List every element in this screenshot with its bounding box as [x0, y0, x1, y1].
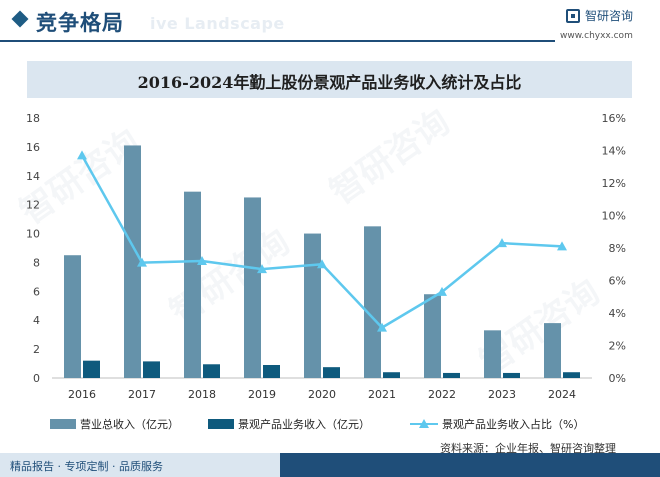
brand-url: www.chyxx.com [560, 31, 633, 41]
x-tick-label: 2020 [308, 388, 336, 400]
y-tick-label: 4 [33, 314, 40, 327]
point-landscape-share [497, 238, 507, 248]
bar-total-revenue [244, 197, 261, 378]
legend: 营业总收入（亿元） 景观产品业务收入（亿元） 景观产品业务收入占比（%） [0, 414, 660, 434]
bar-total-revenue [424, 294, 441, 378]
bar-landscape-revenue [383, 372, 400, 378]
point-landscape-share [557, 241, 567, 251]
y-tick-label: 18 [26, 112, 40, 125]
x-tick-label: 2023 [488, 388, 516, 400]
point-landscape-share [137, 257, 147, 267]
y2-tick-label: 0% [609, 372, 626, 385]
triangle-marker-icon [419, 419, 429, 428]
bar-landscape-revenue [143, 361, 160, 378]
y2-tick-label: 6% [609, 275, 626, 288]
legend-label: 景观产品业务收入占比（%） [442, 418, 585, 431]
bar-landscape-revenue [263, 365, 280, 378]
x-tick-label: 2018 [188, 388, 216, 400]
brand-logo-icon [566, 9, 580, 23]
bar-landscape-revenue [563, 372, 580, 378]
legend-label: 景观产品业务收入（亿元） [238, 418, 370, 431]
source-note: 资料来源：企业年报、智研咨询整理 [440, 442, 616, 455]
y2-tick-label: 8% [609, 242, 626, 255]
y2-tick-label: 10% [602, 210, 626, 223]
bar-total-revenue [544, 323, 561, 378]
diamond-icon [11, 10, 29, 28]
chart-area: 0 2 4 6 8 10 12 14 16 18 0% 2% 4% 6% 8% 10% 12% 14% 16% 201… [0, 100, 660, 401]
y2-tick-label: 16% [602, 112, 626, 125]
section-subtitle-ghost: ive Landscape [150, 14, 285, 33]
y-tick-label: 8 [33, 256, 40, 269]
brand-name: 智研咨询 [585, 9, 634, 23]
bar-total-revenue [304, 233, 321, 378]
chart-title-banner: 2016-2024年勤上股份景观产品业务收入统计及占比 [27, 61, 632, 98]
point-landscape-share [77, 150, 87, 160]
bar-landscape-revenue [83, 360, 100, 378]
x-tick-label: 2016 [68, 388, 96, 400]
y-tick-label: 0 [33, 372, 40, 385]
y-tick-label: 14 [26, 170, 40, 183]
bar-landscape-revenue [323, 367, 340, 378]
bar-landscape-revenue [203, 364, 220, 378]
bar-landscape-revenue [443, 372, 460, 378]
y-tick-label: 12 [26, 199, 40, 212]
x-tick-label: 2022 [428, 388, 456, 400]
legend-swatch-landscape-revenue [208, 419, 234, 429]
bar-total-revenue [64, 255, 81, 378]
point-landscape-share [317, 259, 327, 269]
x-tick-label: 2019 [248, 388, 276, 400]
bar-total-revenue [124, 145, 141, 378]
line-landscape-share [80, 154, 563, 329]
bar-total-revenue [364, 226, 381, 378]
footer-slogan: 精品报告 · 专项定制 · 品质服务 [10, 460, 163, 473]
bar-landscape-revenue [503, 372, 520, 378]
y2-tick-label: 2% [609, 340, 626, 353]
header-divider [0, 40, 555, 42]
bar-total-revenue [484, 330, 501, 378]
footer: 精品报告 · 专项定制 · 品质服务 [0, 453, 660, 477]
point-landscape-share [377, 322, 387, 332]
point-landscape-share [437, 286, 447, 296]
y2-tick-label: 12% [602, 177, 626, 190]
header: 竞争格局 ive Landscape 智研咨询 www.chyxx.com [0, 0, 660, 44]
y-tick-label: 10 [26, 228, 40, 241]
section-title: 竞争格局 [36, 11, 124, 35]
y2-tick-label: 4% [609, 307, 626, 320]
y-tick-label: 2 [33, 343, 40, 356]
y-tick-label: 6 [33, 285, 40, 298]
point-landscape-share [197, 256, 207, 265]
point-landscape-share [257, 264, 267, 274]
x-tick-label: 2024 [548, 388, 576, 400]
bar-total-revenue [184, 191, 201, 378]
chart-title: 2016-2024年勤上股份景观产品业务收入统计及占比 [137, 73, 522, 92]
x-tick-label: 2017 [128, 388, 156, 400]
y-tick-label: 16 [26, 141, 40, 154]
footer-accent-bar [280, 453, 660, 477]
x-tick-label: 2021 [368, 388, 396, 400]
y2-tick-label: 14% [602, 145, 626, 158]
legend-swatch-total-revenue [50, 419, 76, 429]
legend-label: 营业总收入（亿元） [80, 418, 179, 431]
chart-svg: 0 2 4 6 8 10 12 14 16 18 0% 2% 4% 6% 8% 10% 12% 14% 16% 201… [26, 112, 626, 401]
